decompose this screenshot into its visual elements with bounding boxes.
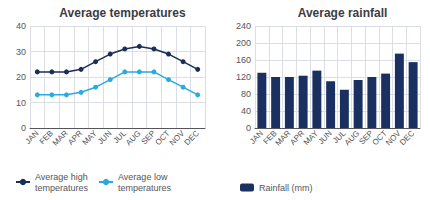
svg-text:MAY: MAY bbox=[81, 128, 100, 147]
svg-text:0: 0 bbox=[246, 123, 251, 133]
svg-text:40: 40 bbox=[241, 106, 251, 116]
svg-text:Average low: Average low bbox=[118, 172, 168, 182]
svg-text:200: 200 bbox=[236, 38, 251, 48]
svg-text:NOV: NOV bbox=[168, 128, 187, 147]
svg-text:DEC: DEC bbox=[183, 129, 201, 147]
svg-text:MAR: MAR bbox=[51, 129, 70, 148]
svg-text:OCT: OCT bbox=[370, 128, 389, 148]
svg-text:40: 40 bbox=[16, 21, 26, 31]
svg-text:JAN: JAN bbox=[23, 129, 40, 146]
svg-text:Average high: Average high bbox=[35, 172, 88, 182]
svg-text:120: 120 bbox=[236, 72, 251, 82]
svg-text:APR: APR bbox=[66, 129, 84, 147]
svg-text:OCT: OCT bbox=[153, 129, 171, 147]
svg-text:JAN: JAN bbox=[248, 128, 266, 146]
svg-text:JUN: JUN bbox=[96, 129, 114, 147]
svg-text:AUG: AUG bbox=[124, 129, 143, 148]
svg-text:FEB: FEB bbox=[37, 128, 56, 147]
svg-text:30: 30 bbox=[16, 47, 26, 57]
svg-text:240: 240 bbox=[236, 21, 251, 31]
svg-text:80: 80 bbox=[241, 89, 251, 99]
svg-text:temperatures: temperatures bbox=[118, 183, 172, 193]
svg-text:JUL: JUL bbox=[111, 128, 128, 146]
svg-text:AUG: AUG bbox=[342, 128, 362, 148]
svg-text:APR: APR bbox=[288, 128, 307, 147]
svg-text:10: 10 bbox=[16, 98, 26, 108]
svg-text:SEP: SEP bbox=[357, 128, 376, 147]
svg-text:NOV: NOV bbox=[384, 128, 403, 148]
svg-text:20: 20 bbox=[16, 72, 26, 82]
svg-text:Average rainfall: Average rainfall bbox=[298, 6, 388, 20]
svg-text:JUL: JUL bbox=[331, 128, 348, 146]
svg-text:160: 160 bbox=[236, 55, 251, 65]
svg-text:temperatures: temperatures bbox=[35, 183, 89, 193]
svg-text:JUN: JUN bbox=[316, 128, 334, 147]
svg-text:FEB: FEB bbox=[261, 128, 279, 147]
svg-text:0: 0 bbox=[21, 123, 26, 133]
svg-text:Average temperatures: Average temperatures bbox=[59, 6, 186, 20]
svg-text:SEP: SEP bbox=[139, 129, 157, 147]
svg-text:MAR: MAR bbox=[273, 128, 293, 148]
svg-text:Rainfall (mm): Rainfall (mm) bbox=[259, 183, 313, 193]
svg-text:DEC: DEC bbox=[398, 129, 416, 147]
svg-text:MAY: MAY bbox=[301, 128, 321, 147]
